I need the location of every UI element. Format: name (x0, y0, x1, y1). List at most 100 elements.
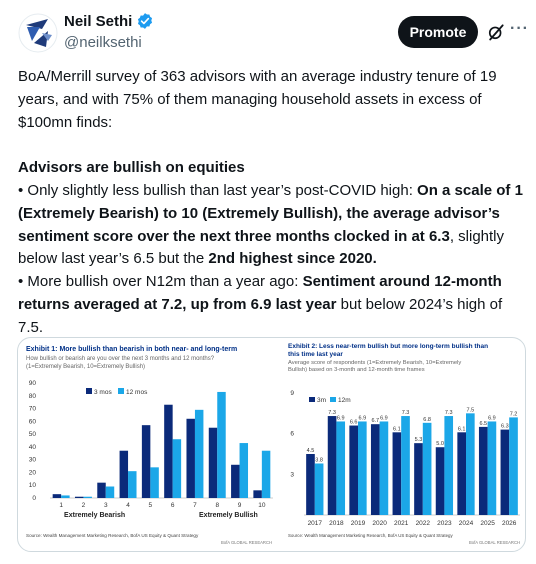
y-tick-label: 50 (29, 431, 37, 438)
bar-12m (379, 421, 389, 515)
bar-12mos (150, 467, 159, 498)
y-tick-label: 70 (29, 406, 37, 413)
bar-3mos (208, 427, 218, 498)
x-tick-label: 7 (193, 502, 197, 509)
x-tick-label: 2 (82, 502, 86, 509)
chart-title: Exhibit 2: Less near-term bullish but mo… (288, 343, 488, 350)
y-tick-label: 20 (29, 469, 37, 476)
bar-12mos (83, 496, 92, 498)
x-tick-label: 8 (215, 502, 219, 509)
bar-3m (435, 447, 445, 515)
data-label-3m: 6.1 (458, 426, 466, 432)
bar-3mos (74, 496, 84, 498)
legend-label-12mos: 12 mos (126, 389, 148, 396)
x-tick-label: 3 (104, 502, 108, 509)
y-tick-label: 30 (29, 457, 37, 464)
bar-3m (457, 432, 466, 515)
bar-12m (466, 413, 475, 515)
x-tick-label: 6 (171, 502, 175, 509)
legend-label-12m: 12m (338, 397, 351, 404)
tweet-text: BoA/Merrill survey of 363 advisors with … (18, 66, 528, 340)
data-label-3m: 5.0 (436, 441, 444, 447)
display-name[interactable]: Neil Sethi (64, 12, 133, 30)
tweet-paragraph: BoA/Merrill survey of 363 advisors with … (18, 68, 497, 131)
tweet-heading: Advisors are bullish on equities (18, 159, 245, 177)
data-label-3m: 6.5 (479, 421, 487, 427)
x-group-label-bullish: Extremely Bullish (199, 512, 258, 519)
x-tick-label: 2026 (502, 520, 517, 527)
y-tick-label: 90 (29, 380, 37, 387)
data-label-12m: 6.8 (423, 417, 431, 423)
user-handle[interactable]: @neilksethi (64, 34, 142, 51)
grok-icon[interactable] (486, 22, 506, 42)
legend-swatch-3m (309, 397, 315, 402)
chart-subtitle: (1=Extremely Bearish, 10=Extremely Bulli… (26, 364, 145, 370)
x-tick-label: 2018 (329, 520, 344, 527)
x-tick-label: 9 (238, 502, 242, 509)
bar-3mos (253, 490, 262, 498)
legend-swatch-12m (330, 397, 336, 402)
bar-12mos (239, 443, 249, 498)
tweet-header: Neil Sethi @neilksethi Promote ··· (0, 0, 536, 62)
bar-12m (444, 416, 454, 515)
y-tick-label: 60 (29, 418, 37, 425)
y-tick-label: 40 (29, 444, 37, 451)
bar-12mos (172, 439, 182, 498)
bar-12mos (61, 495, 70, 498)
legend-label-3m: 3m (317, 397, 326, 404)
bullet-1: • Only slightly less bullish than last y… (18, 181, 523, 268)
bar-3m (370, 424, 380, 515)
chart-exhibit-2: Exhibit 2: Less near-term bullish but mo… (282, 338, 525, 551)
data-label-12m: 7.5 (466, 407, 474, 413)
x-tick-label: 2023 (437, 520, 452, 527)
bar-12m (422, 422, 432, 515)
y-tick-label: 80 (29, 393, 37, 400)
avatar-logo-icon (18, 13, 58, 53)
bar-12mos (128, 471, 137, 498)
chart-source: Source: Wealth Management Marketing Rese… (26, 533, 199, 538)
bar-3mos (119, 450, 129, 498)
bullet-2: • More bullish over N12m than a year ago… (18, 273, 503, 336)
x-tick-label: 2020 (372, 520, 387, 527)
bar-12m (336, 421, 346, 515)
bar-3m (392, 432, 402, 515)
x-group-label-bearish: Extremely Bearish (64, 512, 125, 519)
data-label-12m: 7.3 (402, 410, 410, 416)
media-image[interactable]: Exhibit 1: More bullish than bearish in … (17, 337, 526, 552)
bar-3mos (186, 418, 195, 498)
bar-3mos (231, 464, 240, 498)
promote-button[interactable]: Promote (398, 16, 478, 48)
data-label-12m: 3.8 (315, 457, 323, 463)
x-tick-label: 4 (126, 502, 130, 509)
y-tick-label: 3 (290, 471, 294, 478)
bar-3m (306, 454, 315, 515)
avatar[interactable] (18, 13, 58, 53)
chart-subtitle: Bullish) based on 3-month and 12-month t… (288, 367, 425, 373)
chart-2-svg: Exhibit 2: Less near-term bullish but mo… (288, 343, 520, 545)
chart-subtitle: Average score of respondents (1=Extremel… (288, 360, 461, 366)
x-tick-label: 2017 (308, 520, 323, 527)
x-tick-label: 2024 (459, 520, 474, 527)
legend-label-3mos: 3 mos (94, 389, 112, 396)
data-label-3m: 6.7 (371, 418, 379, 424)
data-label-3m: 6.3 (501, 424, 509, 430)
bar-12mos (105, 486, 115, 498)
bar-3mos (97, 482, 106, 498)
bar-12m (487, 421, 497, 515)
bar-12mos (217, 391, 226, 498)
bar-12m (314, 463, 324, 515)
data-label-3m: 4.5 (307, 448, 315, 454)
data-label-3m: 6.6 (350, 420, 358, 426)
data-label-12m: 6.9 (488, 415, 496, 421)
bar-12mos (194, 409, 204, 498)
x-tick-label: 2019 (351, 520, 366, 527)
bar-3m (500, 429, 510, 515)
y-tick-label: 6 (290, 431, 294, 438)
x-tick-label: 2025 (480, 520, 495, 527)
bar-3m (478, 426, 488, 515)
chart-credit: BofA GLOBAL RESEARCH (221, 540, 272, 545)
y-tick-label: 0 (32, 495, 36, 502)
x-tick-label: 1 (59, 502, 63, 509)
more-options-icon[interactable]: ··· (510, 20, 529, 37)
bar-3m (327, 416, 337, 515)
